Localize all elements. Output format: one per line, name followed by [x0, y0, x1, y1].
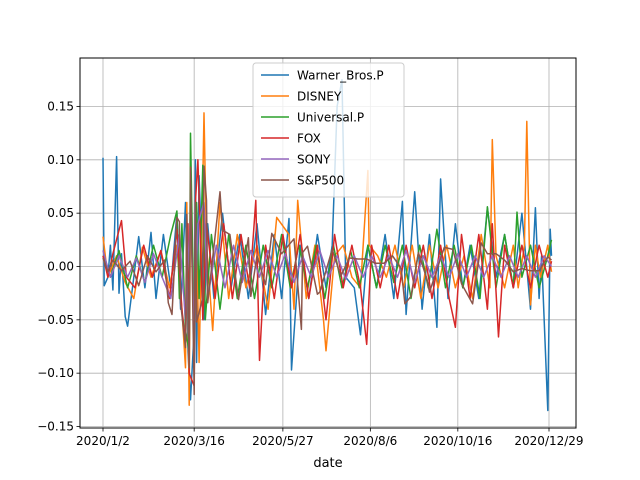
x-axis-label: date [313, 456, 342, 471]
y-tick-label: 0.05 [47, 206, 74, 220]
series-line-6 [102, 165, 552, 396]
x-tick-label: 2020/1/2 [76, 434, 130, 448]
legend-label: SONY [297, 153, 331, 167]
y-tick-label: −0.15 [37, 420, 74, 434]
x-tick-label: 2020/10/16 [423, 434, 492, 448]
legend-label: S&P500 [297, 174, 344, 188]
legend: Warner_Bros.P DISNEY Universal.P FOX SONY S&P… [252, 62, 405, 198]
legend-label: FOX [297, 132, 321, 146]
plot-frame [79, 57, 577, 429]
x-tick-label: 2020/3/16 [163, 434, 225, 448]
y-tick-label: 0.10 [47, 153, 74, 167]
x-tick-label: 2020/12/29 [514, 434, 583, 448]
x-tick-label: 2020/8/6 [343, 434, 397, 448]
legend-label: Universal.P [297, 111, 364, 125]
y-tick-label: −0.10 [37, 366, 74, 380]
x-axis: 2020/1/2 2020/3/16 2020/5/27 2020/8/6 2020/1… [76, 428, 584, 448]
y-tick-label: 0.15 [47, 100, 74, 114]
y-tick-label: −0.05 [37, 313, 74, 327]
y-tick-label: 0.00 [47, 260, 74, 274]
legend-box [252, 62, 405, 198]
x-tick-label: 2020/5/27 [252, 434, 314, 448]
legend-label: Warner_Bros.P [297, 69, 384, 83]
y-axis: −0.15 −0.10 −0.05 0.00 0.05 0.10 0.15 [37, 100, 80, 434]
series-layer [102, 79, 553, 412]
legend-label: DISNEY [297, 90, 342, 104]
